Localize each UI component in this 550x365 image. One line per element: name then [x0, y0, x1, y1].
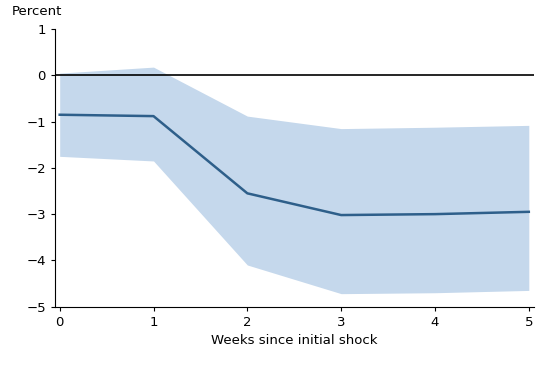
X-axis label: Weeks since initial shock: Weeks since initial shock — [211, 334, 377, 347]
Text: Percent: Percent — [12, 5, 62, 18]
